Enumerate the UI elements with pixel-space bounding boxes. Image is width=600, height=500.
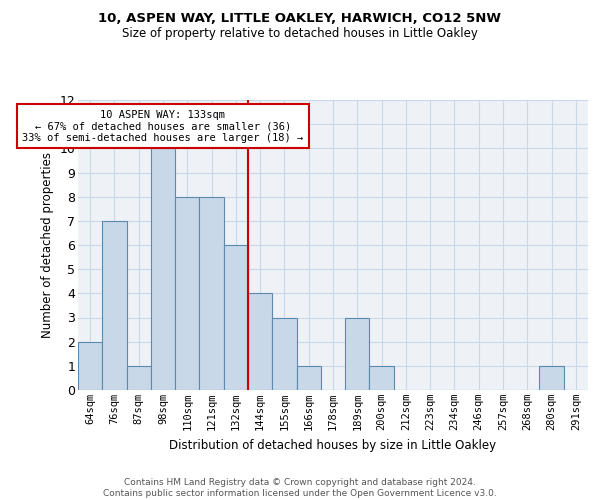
Bar — [78, 342, 102, 390]
Bar — [272, 318, 296, 390]
Text: Contains HM Land Registry data © Crown copyright and database right 2024.
Contai: Contains HM Land Registry data © Crown c… — [103, 478, 497, 498]
Bar — [248, 294, 272, 390]
Text: Size of property relative to detached houses in Little Oakley: Size of property relative to detached ho… — [122, 28, 478, 40]
Bar — [102, 221, 127, 390]
Bar — [539, 366, 564, 390]
Bar — [370, 366, 394, 390]
X-axis label: Distribution of detached houses by size in Little Oakley: Distribution of detached houses by size … — [169, 438, 497, 452]
Bar — [151, 148, 175, 390]
Bar — [296, 366, 321, 390]
Y-axis label: Number of detached properties: Number of detached properties — [41, 152, 54, 338]
Bar — [199, 196, 224, 390]
Bar — [175, 196, 199, 390]
Text: 10 ASPEN WAY: 133sqm
← 67% of detached houses are smaller (36)
33% of semi-detac: 10 ASPEN WAY: 133sqm ← 67% of detached h… — [22, 110, 304, 143]
Text: 10, ASPEN WAY, LITTLE OAKLEY, HARWICH, CO12 5NW: 10, ASPEN WAY, LITTLE OAKLEY, HARWICH, C… — [98, 12, 502, 26]
Bar — [127, 366, 151, 390]
Bar — [224, 245, 248, 390]
Bar — [345, 318, 370, 390]
